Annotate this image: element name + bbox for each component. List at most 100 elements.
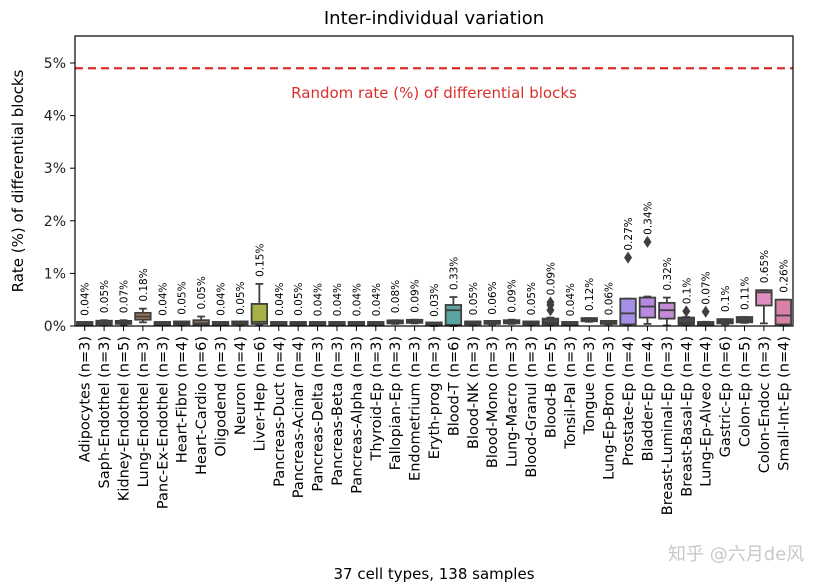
box-group: Prostate-Ep (n=4) 0.27% <box>619 217 637 466</box>
watermark: 知乎 @六月de风 <box>668 544 804 565</box>
data-label: 0.04% <box>80 282 92 315</box>
box-group: Pancreas-Duct (n=4) 0.04% <box>270 282 288 487</box>
data-label: 0.05% <box>293 282 305 315</box>
data-label: 0.04% <box>371 283 383 316</box>
data-label: 0.05% <box>99 280 111 313</box>
x-tick-label: Liver-Hep (n=6) <box>252 336 268 451</box>
data-label: 0.27% <box>623 217 635 250</box>
box-group: Eryth-prog (n=3) 0.03% <box>425 284 443 459</box>
box-group: Blood-B (n=5) 0.09% <box>541 262 559 438</box>
box-group: Bladder-Ep (n=4) 0.34% <box>638 201 657 461</box>
box-group: Colon-Endoc (n=3) 0.65% <box>755 250 773 473</box>
box-group: Pancreas-Acinar (n=4) 0.05% <box>289 282 307 498</box>
box-group: Kidney-Endothel (n=5) 0.07% <box>114 280 133 501</box>
box-group: Tonsil-Pal (n=3) 0.04% <box>561 283 579 450</box>
y-tick-label: 2% <box>44 214 66 230</box>
data-label: 0.06% <box>604 282 616 315</box>
y-tick-label: 0% <box>44 319 66 335</box>
x-tick-label: Blood-Mono (n=3) <box>485 336 501 468</box>
data-label: 0.15% <box>254 244 266 277</box>
x-tick-label: Neuron (n=4) <box>233 336 249 435</box>
data-label: 0.04% <box>351 283 363 316</box>
box-group: Tongue (n=3) 0.12% <box>580 278 598 435</box>
x-tick-label: Colon-Endoc (n=3) <box>757 336 773 473</box>
data-label: 0.05% <box>526 282 538 315</box>
data-label: 0.09% <box>410 279 422 312</box>
box <box>444 304 463 326</box>
box <box>755 289 773 307</box>
x-tick-label: Pancreas-Alpha (n=3) <box>349 336 365 494</box>
x-tick-label: Pancreas-Beta (n=3) <box>330 336 346 486</box>
data-label: 0.65% <box>759 250 771 283</box>
box-group: Adipocytes (n=3) 0.04% <box>76 282 94 462</box>
x-tick-label: Heart-Fibro (n=4) <box>175 336 191 463</box>
box-group: Small-Int-Ep (n=4) 0.26% <box>774 259 792 471</box>
data-label: 0.32% <box>662 257 674 290</box>
reference-line-label: Random rate (%) of differential blocks <box>291 84 577 102</box>
x-tick-label: Pancreas-Duct (n=4) <box>272 336 288 487</box>
x-tick-label: Breast-Basal-Ep (n=4) <box>679 336 695 497</box>
data-label: 0.18% <box>138 268 150 301</box>
data-label: 0.33% <box>448 257 460 290</box>
axes-frame <box>74 35 794 327</box>
box-group: Lung-Endothel (n=3) 0.18% <box>134 268 152 487</box>
y-tick-label: 3% <box>44 161 66 177</box>
box-group: Panc-Ex-Endothel (n=3) 0.04% <box>153 282 171 509</box>
x-tick-label: Panc-Ex-Endothel (n=3) <box>155 336 171 509</box>
data-label: 0.04% <box>565 283 577 316</box>
y-axis-label: Rate (%) of differential blocks <box>9 69 27 292</box>
x-tick-label: Blood-NK (n=3) <box>466 336 482 449</box>
y-tick-label: 1% <box>44 266 66 282</box>
box-group: Blood-Granul (n=3) 0.05% <box>522 282 540 478</box>
box-group: Heart-Fibro (n=4) 0.05% <box>173 281 191 463</box>
box-group: Liver-Hep (n=6) 0.15% <box>250 244 269 451</box>
x-axis-label: 37 cell types, 138 samples <box>333 565 534 583</box>
box-group: Pancreas-Beta (n=3) 0.04% <box>328 283 346 486</box>
box-group: Blood-T (n=6) 0.33% <box>444 257 463 436</box>
data-label: 0.1% <box>681 278 693 305</box>
box-group: Breast-Basal-Ep (n=4) 0.1% <box>677 278 695 497</box>
box-group: Neuron (n=4) 0.05% <box>231 281 249 435</box>
data-label: 0.09% <box>545 262 557 295</box>
box-group: Saph-Endothel (n=3) 0.05% <box>95 280 113 488</box>
data-label: 0.05% <box>177 281 189 314</box>
chart-title: Inter-individual variation <box>324 8 544 29</box>
box <box>774 298 792 326</box>
box-group: Lung-Macro (n=3) 0.09% <box>502 279 521 467</box>
x-tick-label: Pancreas-Delta (n=3) <box>311 336 327 492</box>
data-label: 0.03% <box>429 284 441 317</box>
box-group: Breast-Luminal-Ep (n=3) 0.32% <box>658 257 676 515</box>
x-tick-label: Lung-Macro (n=3) <box>505 336 521 467</box>
x-tick-label: Pancreas-Acinar (n=4) <box>291 336 307 498</box>
data-label: 0.12% <box>584 278 596 311</box>
x-tick-label: Colon-Ep (n=5) <box>737 336 753 447</box>
data-label: 0.26% <box>778 259 790 292</box>
data-label: 0.07% <box>119 280 131 313</box>
box-group: Thyroid-Ep (n=3) 0.04% <box>367 283 385 461</box>
outlier-point <box>643 235 652 248</box>
data-label: 0.11% <box>739 277 751 310</box>
box <box>250 303 269 325</box>
box <box>619 297 637 326</box>
outlier-point <box>624 251 633 264</box>
box <box>677 316 695 326</box>
x-tick-label: Tongue (n=3) <box>582 336 598 435</box>
box-group: Colon-Ep (n=5) 0.11% <box>735 277 753 447</box>
data-label: 0.08% <box>390 280 402 313</box>
data-label: 0.04% <box>216 282 228 315</box>
box-group: Gastric-Ep (n=6) 0.1% <box>716 285 734 457</box>
x-tick-label: Blood-T (n=6) <box>446 336 462 436</box>
box <box>638 296 657 319</box>
outlier-point <box>546 296 555 309</box>
data-label: 0.1% <box>720 285 732 312</box>
data-label: 0.05% <box>196 276 208 309</box>
outlier-point <box>682 305 691 318</box>
data-label: 0.05% <box>235 281 247 314</box>
box-group: Endometrium (n=3) 0.09% <box>405 279 424 481</box>
data-label: 0.06% <box>487 281 499 314</box>
data-label: 0.34% <box>642 201 654 234</box>
box-group: Fallopian-Ep (n=3) 0.08% <box>386 280 404 470</box>
box-group: Lung-Ep-Bron (n=3) 0.06% <box>599 282 618 480</box>
y-tick-label: 5% <box>44 56 66 72</box>
